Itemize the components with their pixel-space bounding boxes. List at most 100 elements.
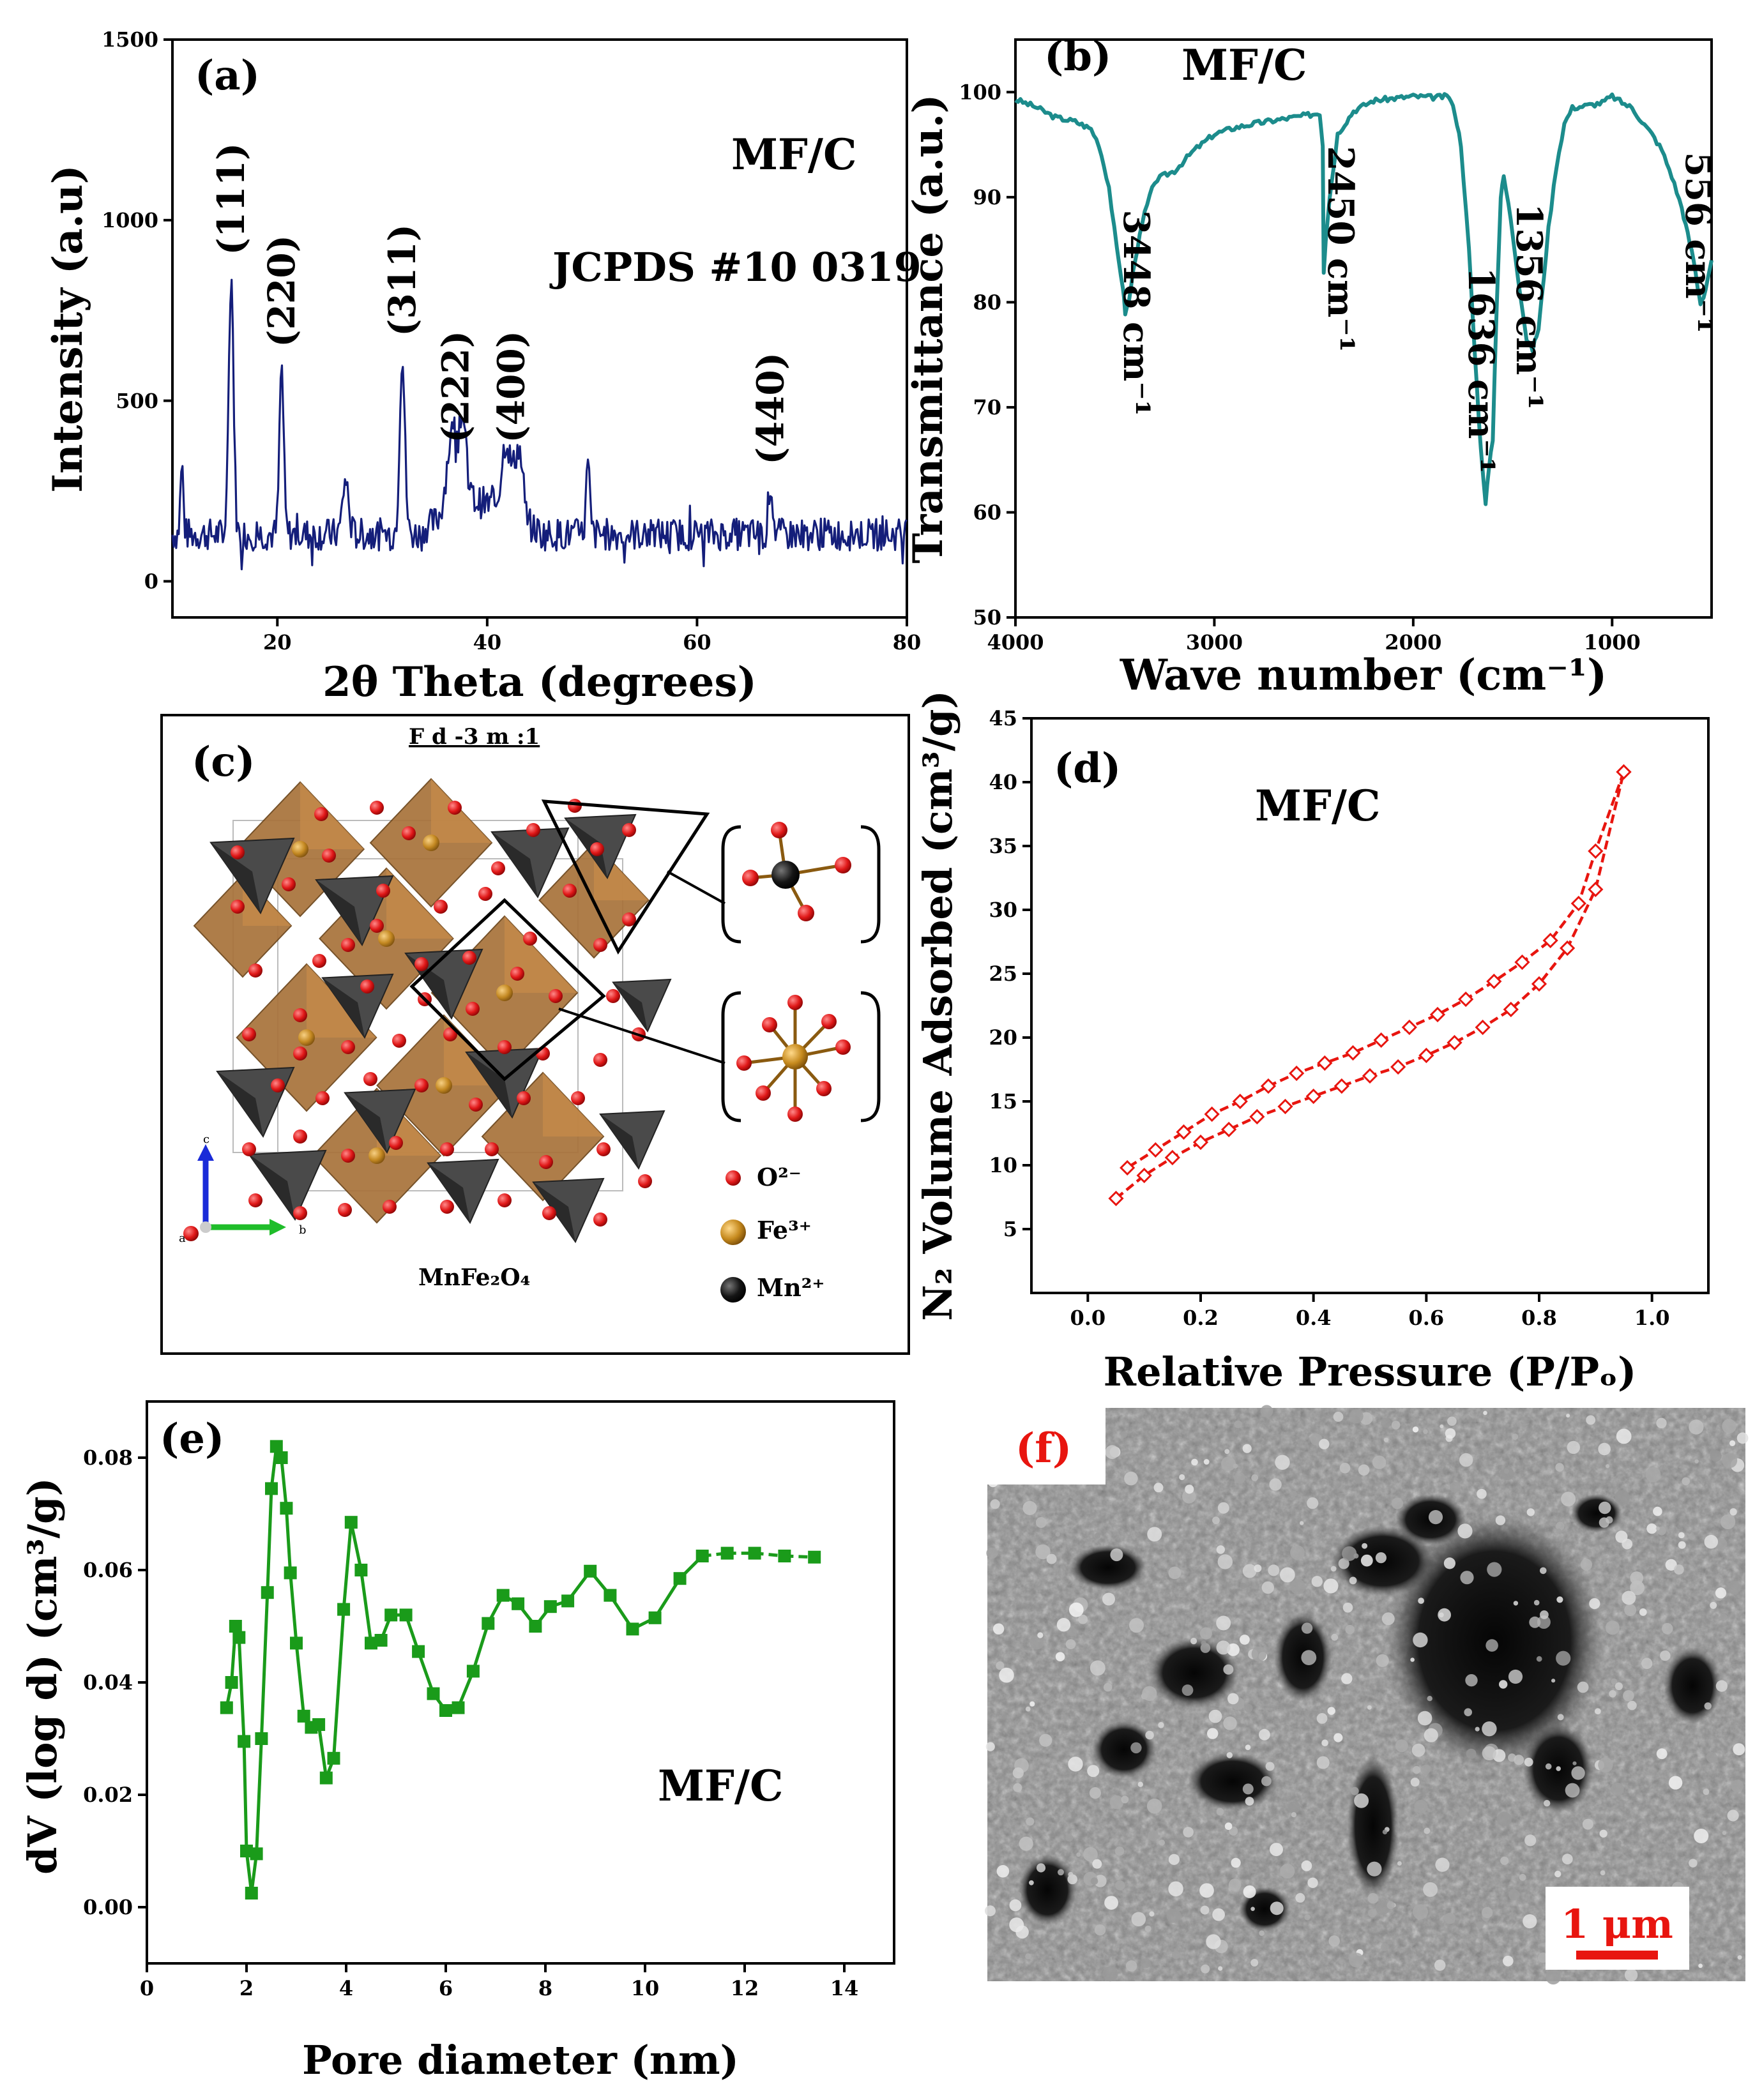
plot-frame: [146, 1400, 895, 1965]
sem-grain: [1094, 1924, 1106, 1936]
sem-grain: [1655, 1526, 1660, 1530]
y-tick-label: 500: [116, 389, 158, 413]
sem-grain: [1376, 1654, 1389, 1667]
data-point: [284, 1566, 297, 1580]
series-segment: [255, 1738, 263, 1854]
sem-grain: [1524, 1834, 1537, 1847]
oxygen-atom: [392, 1034, 406, 1048]
sem-grain: [1014, 1891, 1022, 1900]
desorption-point: [1260, 1078, 1277, 1094]
adsorption-point: [1249, 1108, 1265, 1125]
sem-grain: [1514, 1755, 1524, 1765]
sem-grain: [1144, 1925, 1151, 1932]
sem-grain: [1234, 1420, 1242, 1428]
panel-label: (b): [1044, 33, 1111, 80]
data-point: [496, 1589, 510, 1602]
oxygen-atom: [593, 938, 607, 952]
sem-grain: [1321, 1739, 1328, 1746]
data-point: [232, 1631, 246, 1644]
sem-grain: [1199, 1627, 1212, 1640]
sem-grain: [1185, 1484, 1194, 1494]
oxygen-atom: [542, 1206, 556, 1220]
sem-grain: [1599, 1829, 1607, 1838]
sem-grain: [1307, 1877, 1318, 1888]
band-label: 1356 cm⁻¹: [1508, 204, 1550, 410]
sem-grain: [1029, 1880, 1034, 1885]
sem-grain: [1345, 1624, 1355, 1635]
data-point: [452, 1701, 465, 1714]
sem-grain: [1037, 1632, 1044, 1638]
plot-frame: [171, 38, 908, 619]
sem-grain: [1330, 1566, 1337, 1572]
sem-grain: [1129, 1618, 1144, 1633]
sem-grain: [1243, 1885, 1256, 1898]
sem-grain: [1487, 1562, 1502, 1577]
oxygen-atom: [462, 951, 476, 965]
oxygen-atom: [443, 1027, 457, 1041]
oxygen-atom: [478, 887, 492, 901]
sem-grain: [1311, 1576, 1323, 1587]
sem-grain: [1477, 1488, 1487, 1499]
sem-grain: [1078, 1614, 1088, 1624]
fe-octahedral-site: [736, 995, 851, 1122]
data-point: [319, 1771, 333, 1785]
sem-grain: [1250, 1907, 1255, 1911]
sem-grain: [1068, 1627, 1077, 1636]
oxygen-atom: [383, 1200, 397, 1214]
x-tick-label: 2000: [1385, 630, 1441, 654]
oxygen-atom: [341, 938, 355, 952]
legend-manganese: Mn²⁺: [720, 1273, 824, 1303]
sem-grain: [1413, 1632, 1428, 1648]
sem-grain: [1168, 1854, 1180, 1865]
sem-grain: [1039, 1734, 1052, 1747]
sem-grain: [1223, 1664, 1234, 1675]
sem-grain: [1616, 1428, 1632, 1444]
sem-grain: [1319, 1439, 1330, 1449]
sem-grain: [1110, 1548, 1123, 1562]
sem-grain: [1710, 1450, 1722, 1462]
sem-grain: [1561, 1492, 1576, 1507]
sem-grain: [1523, 1914, 1537, 1929]
data-point: [327, 1751, 340, 1765]
sample-label: MF/C: [731, 130, 857, 179]
sem-grain: [1055, 1532, 1060, 1537]
sem-grain: [1622, 1538, 1633, 1550]
sem-grain: [1216, 1545, 1226, 1554]
formula-label: MnFe₂O₄: [418, 1264, 530, 1291]
sem-grain: [1316, 1713, 1328, 1724]
desorption-point: [1429, 1006, 1446, 1023]
sem-grain: [1482, 1907, 1493, 1919]
sem-grain: [1240, 1582, 1247, 1589]
sem-grain: [1556, 1596, 1563, 1603]
sem-grain: [1149, 1911, 1155, 1917]
oxygen-atom: [563, 884, 577, 898]
adsorption-point: [1221, 1121, 1237, 1138]
sem-grain: [1444, 1912, 1456, 1924]
oxygen-atom: [293, 1206, 307, 1220]
sem-grain: [1674, 1564, 1684, 1575]
sem-grain: [1142, 1686, 1157, 1701]
data-point: [312, 1718, 326, 1731]
sem-grain: [1269, 1478, 1282, 1491]
series-segment: [471, 1622, 490, 1672]
sem-grain: [1424, 1728, 1438, 1742]
oxygen-atom: [242, 1027, 256, 1041]
sem-grain: [1327, 1707, 1335, 1715]
y-tick-label: 0: [144, 570, 158, 594]
sem-grain: [1268, 1564, 1280, 1576]
sem-grain: [1338, 1558, 1349, 1569]
sem-grain: [1656, 1748, 1668, 1760]
sem-grain: [1464, 1708, 1472, 1716]
sem-grain: [1342, 1546, 1357, 1561]
oxygen-atom: [466, 1002, 480, 1016]
sem-grain: [1304, 1914, 1311, 1921]
sem-grain: [1341, 1673, 1353, 1684]
desorption-point: [1373, 1032, 1389, 1048]
sem-grain: [1333, 1733, 1343, 1742]
data-point: [748, 1546, 761, 1560]
sem-grain: [1218, 1966, 1223, 1971]
sem-grain: [1242, 1783, 1254, 1795]
sem-grain: [1223, 1716, 1237, 1730]
sem-grain: [1598, 1757, 1613, 1772]
